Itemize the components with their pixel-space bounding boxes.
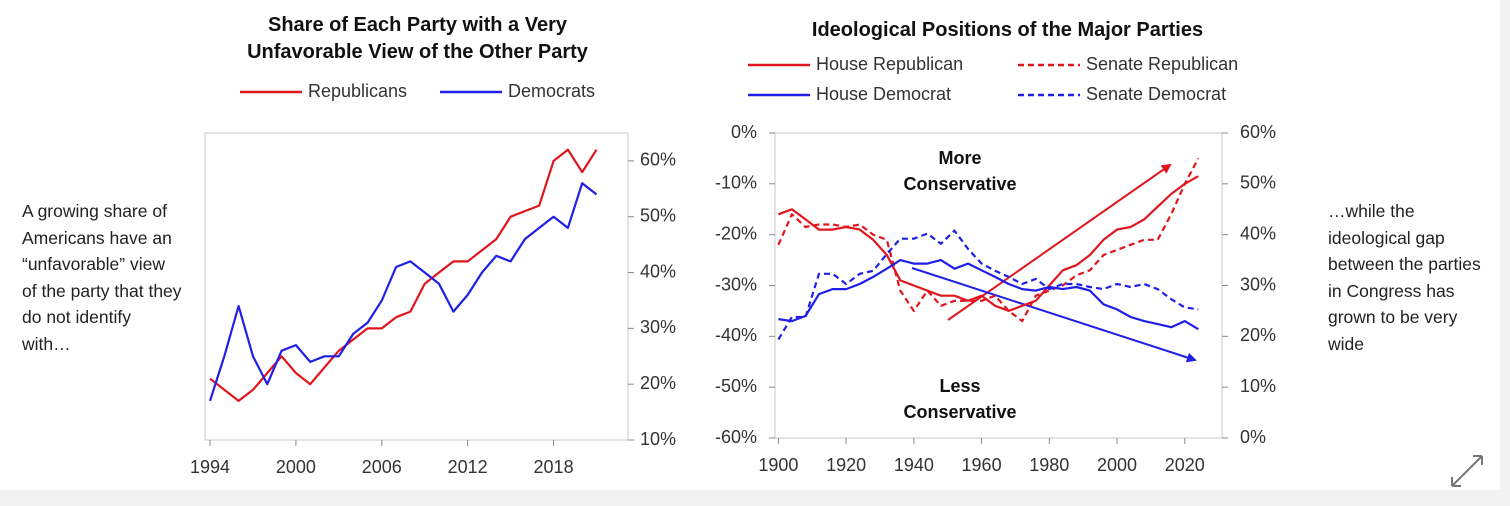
legend-label: House Republican: [816, 54, 963, 74]
y-tick-label: -50%: [715, 376, 757, 396]
plot-frame: [204, 132, 629, 441]
y-tick-label: 20%: [640, 373, 676, 393]
x-tick-label: 1900: [758, 455, 798, 475]
series-line: [778, 259, 1199, 331]
y-tick-label: 20%: [1240, 325, 1276, 345]
y-tick-label: 0%: [1240, 427, 1266, 447]
series-line: [208, 182, 598, 402]
right-note: …while the ideological gap between the p…: [1328, 201, 1481, 354]
annotation: Less Conservative: [903, 376, 1017, 422]
y-tick-label: -10%: [715, 173, 757, 193]
x-tick-label: 1980: [1029, 455, 1069, 475]
chart-title: Ideological Positions of the Major Parti…: [811, 19, 1204, 41]
x-tick-label: 2018: [534, 457, 574, 477]
trend-arrow: [947, 163, 1172, 321]
x-tick-label: 1920: [826, 455, 866, 475]
expand-icon[interactable]: [1451, 455, 1483, 487]
y-tick-label: 30%: [640, 317, 676, 337]
y-tick-label: 60%: [1240, 122, 1276, 142]
trend-arrow: [911, 267, 1197, 363]
y-tick-label: 0%: [731, 122, 757, 142]
x-tick-label: 1940: [894, 455, 934, 475]
legend-label: Democrats: [508, 81, 595, 101]
legend-label: House Democrat: [816, 84, 951, 104]
y-tick-label: -60%: [715, 427, 757, 447]
x-tick-label: 2000: [276, 457, 316, 477]
legend-label: Senate Republican: [1086, 54, 1238, 74]
series-line: [777, 157, 1200, 323]
y-tick-label: 30%: [1240, 274, 1276, 294]
y-tick-label: 40%: [1240, 223, 1276, 243]
annotation: More Conservative: [903, 148, 1017, 194]
x-tick-label: 2020: [1165, 455, 1205, 475]
y-tick-label: 40%: [640, 261, 676, 281]
y-tick-label: 50%: [1240, 173, 1276, 193]
y-tick-label: 50%: [640, 205, 676, 225]
panel: [0, 0, 1500, 490]
y-tick-label: -20%: [715, 223, 757, 243]
y-tick-label: -40%: [715, 325, 757, 345]
y-tick-label: 10%: [640, 429, 676, 449]
y-tick-label: 10%: [1240, 376, 1276, 396]
left-note: A growing share of Americans have an “un…: [22, 201, 182, 354]
series-line: [777, 229, 1199, 340]
x-tick-label: 2000: [1097, 455, 1137, 475]
legend-label: Senate Democrat: [1086, 84, 1226, 104]
x-tick-label: 1960: [962, 455, 1002, 475]
x-tick-label: 2006: [362, 457, 402, 477]
y-tick-label: 60%: [640, 150, 676, 170]
legend-label: Republicans: [308, 81, 407, 101]
x-tick-label: 1994: [190, 457, 230, 477]
chart-title: Share of Each Party with a Very Unfavora…: [247, 14, 588, 63]
y-tick-label: -30%: [715, 274, 757, 294]
x-tick-label: 2012: [448, 457, 488, 477]
